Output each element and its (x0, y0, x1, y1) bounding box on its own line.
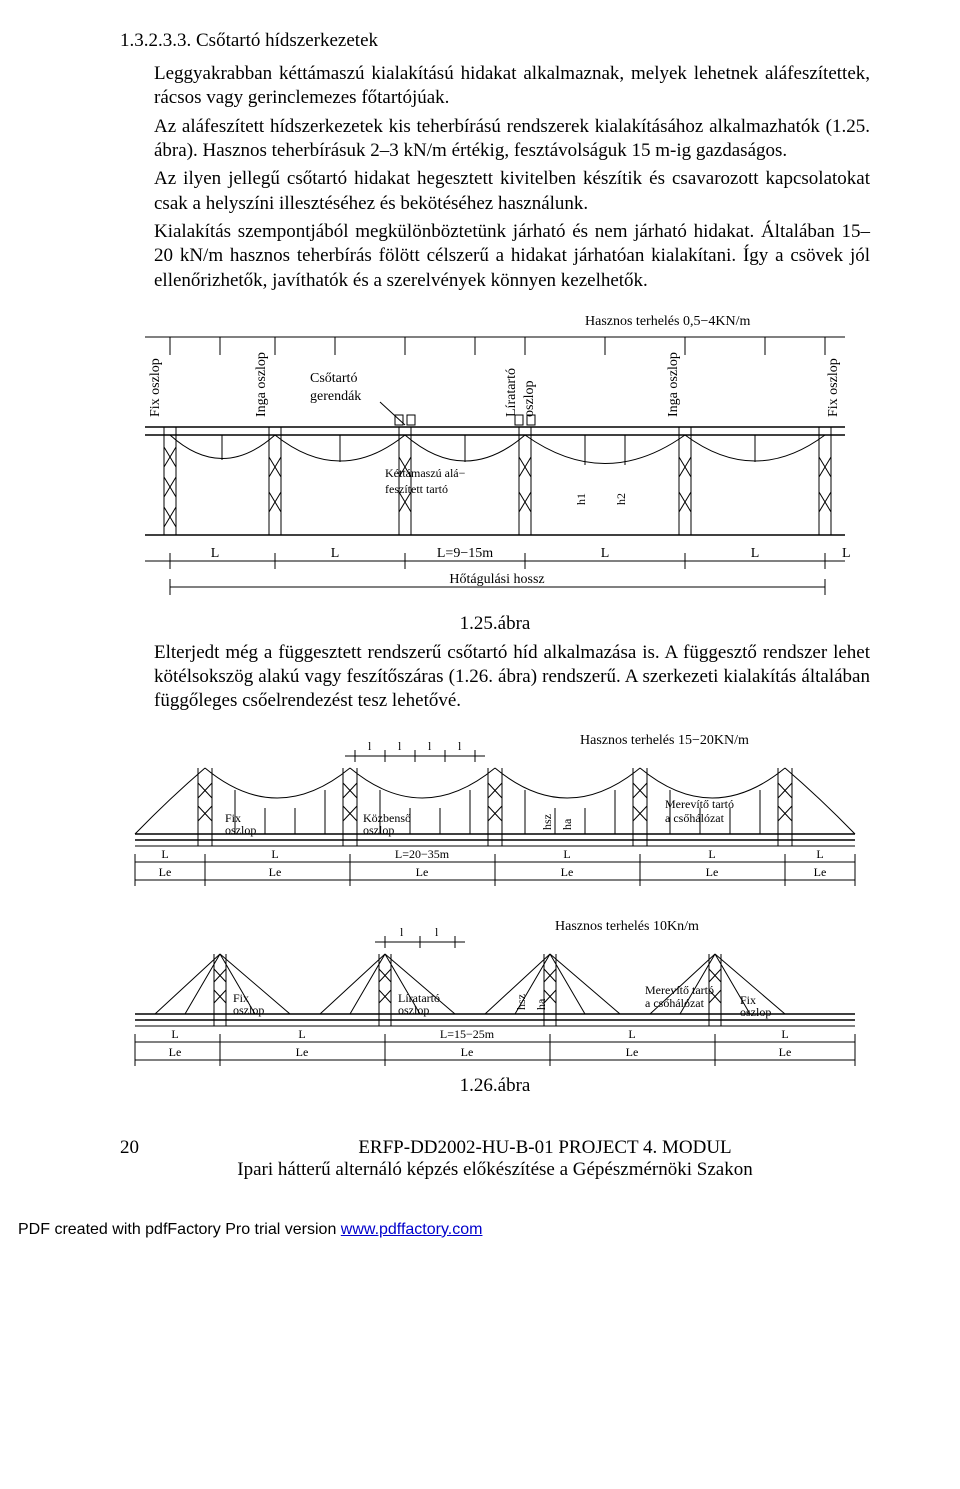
label-fix-right: Fix oszlop (826, 358, 841, 417)
svg-text:l: l (458, 739, 462, 753)
page-number: 20 (120, 1137, 220, 1159)
svg-text:L=20−35m: L=20−35m (395, 847, 450, 861)
svg-text:Le: Le (296, 1045, 309, 1059)
svg-text:ha: ha (534, 998, 548, 1010)
label-fix-left: Fix oszlop (148, 358, 163, 417)
figure-1-26a-svg: Hasznos terhelés 15−20KN/m l l l l (125, 728, 865, 888)
svg-text:Le: Le (706, 865, 719, 879)
svg-text:oszlop: oszlop (740, 1005, 771, 1019)
load-label-2a: Hasznos terhelés 15−20KN/m (580, 733, 749, 748)
label-inga-1: Inga oszlop (254, 352, 269, 417)
svg-text:L: L (161, 847, 168, 861)
figure-1-26b-svg: Hasznos terhelés 10Kn/m l l (125, 914, 865, 1069)
svg-text:Le: Le (561, 865, 574, 879)
label-h1: h1 (574, 493, 588, 505)
svg-text:l: l (368, 739, 372, 753)
svg-text:Le: Le (416, 865, 429, 879)
dim-L-6: L (842, 546, 851, 561)
dim-bottom: Hőtágulási hossz (449, 572, 544, 587)
svg-text:Le: Le (159, 865, 172, 879)
dim-L-2: L (331, 546, 340, 561)
svg-text:L: L (628, 1027, 635, 1041)
pdf-factory-line: PDF created with pdfFactory Pro trial ve… (0, 1201, 960, 1253)
load-label-2b: Hasznos terhelés 10Kn/m (555, 919, 699, 934)
dim-L-mid: L=9−15m (437, 546, 493, 561)
figure-1-25-svg: Hasznos terhelés 0,5−4KN/m (125, 307, 865, 607)
load-label: Hasznos terhelés 0,5−4KN/m (585, 314, 750, 329)
footer-subtitle: Ipari hátterű alternáló képzés előkészít… (120, 1159, 870, 1181)
dim-L-1: L (211, 546, 220, 561)
paragraph-1: Leggyakrabban kéttámaszú kialakítású hid… (154, 62, 870, 111)
pdf-factory-text: PDF created with pdfFactory Pro trial ve… (18, 1221, 341, 1238)
svg-text:L: L (271, 847, 278, 861)
svg-text:l: l (435, 925, 439, 939)
page-footer: 20 ERFP-DD2002-HU-B-01 PROJECT 4. MODUL … (120, 1137, 870, 1181)
svg-text:Le: Le (626, 1045, 639, 1059)
dim-L-4: L (601, 546, 610, 561)
dim-L-5: L (751, 546, 760, 561)
svg-text:oszlop: oszlop (225, 823, 256, 837)
label-inga-2: Inga oszlop (666, 352, 681, 417)
svg-text:ha: ha (560, 818, 574, 830)
svg-text:Le: Le (269, 865, 282, 879)
svg-text:oszlop: oszlop (398, 1003, 429, 1017)
svg-text:Merevítő tartó: Merevítő tartó (665, 797, 734, 811)
svg-text:a csőhálózat: a csőhálózat (665, 811, 725, 825)
svg-text:oszlop: oszlop (233, 1003, 264, 1017)
svg-text:L: L (708, 847, 715, 861)
svg-text:l: l (428, 739, 432, 753)
label-kett-1: Kéttámaszú alá− (385, 466, 466, 480)
svg-text:l: l (398, 739, 402, 753)
svg-text:Merevítő tartó: Merevítő tartó (645, 983, 714, 997)
paragraph-5: Elterjedt még a függesztett rendszerű cs… (154, 641, 870, 714)
figure-1-26: Hasznos terhelés 15−20KN/m l l l l (120, 728, 870, 1069)
svg-text:L: L (816, 847, 823, 861)
svg-text:oszlop: oszlop (363, 823, 394, 837)
figure-1-25-caption: 1.25.ábra (120, 613, 870, 635)
label-h2: h2 (614, 493, 628, 505)
paragraph-4: Kialakítás szempontjából megkülönböztetü… (154, 220, 870, 293)
label-gerenda-1: Csőtartó (310, 371, 357, 386)
paragraph-3: Az ilyen jellegű csőtartó hidakat hegesz… (154, 167, 870, 216)
svg-text:a csőhálózat: a csőhálózat (645, 996, 705, 1010)
figure-1-26-caption: 1.26.ábra (120, 1075, 870, 1097)
svg-text:L: L (298, 1027, 305, 1041)
svg-text:Le: Le (169, 1045, 182, 1059)
svg-text:hsz: hsz (540, 814, 554, 830)
svg-text:L=15−25m: L=15−25m (440, 1027, 495, 1041)
svg-text:L: L (563, 847, 570, 861)
label-lira-2: oszlop (522, 380, 537, 417)
label-gerenda-2: gerendák (310, 389, 361, 404)
label-lira-1: Líratartó (504, 368, 519, 417)
figure-1-25: Hasznos terhelés 0,5−4KN/m (120, 307, 870, 607)
svg-text:hsz: hsz (514, 994, 528, 1010)
page: 1.3.2.3.3. Csőtartó hídszerkezetek Leggy… (0, 0, 960, 1201)
svg-text:Le: Le (814, 865, 827, 879)
footer-project: ERFP-DD2002-HU-B-01 PROJECT 4. MODUL (220, 1137, 870, 1159)
svg-text:Le: Le (779, 1045, 792, 1059)
label-kett-2: feszített tartó (385, 482, 448, 496)
svg-text:L: L (781, 1027, 788, 1041)
svg-text:Le: Le (461, 1045, 474, 1059)
paragraph-2: Az aláfeszített hídszerkezetek kis teher… (154, 115, 870, 164)
pdf-factory-link[interactable]: www.pdffactory.com (341, 1221, 483, 1238)
section-heading: 1.3.2.3.3. Csőtartó hídszerkezetek (120, 30, 870, 52)
svg-text:L: L (171, 1027, 178, 1041)
svg-text:l: l (400, 925, 404, 939)
